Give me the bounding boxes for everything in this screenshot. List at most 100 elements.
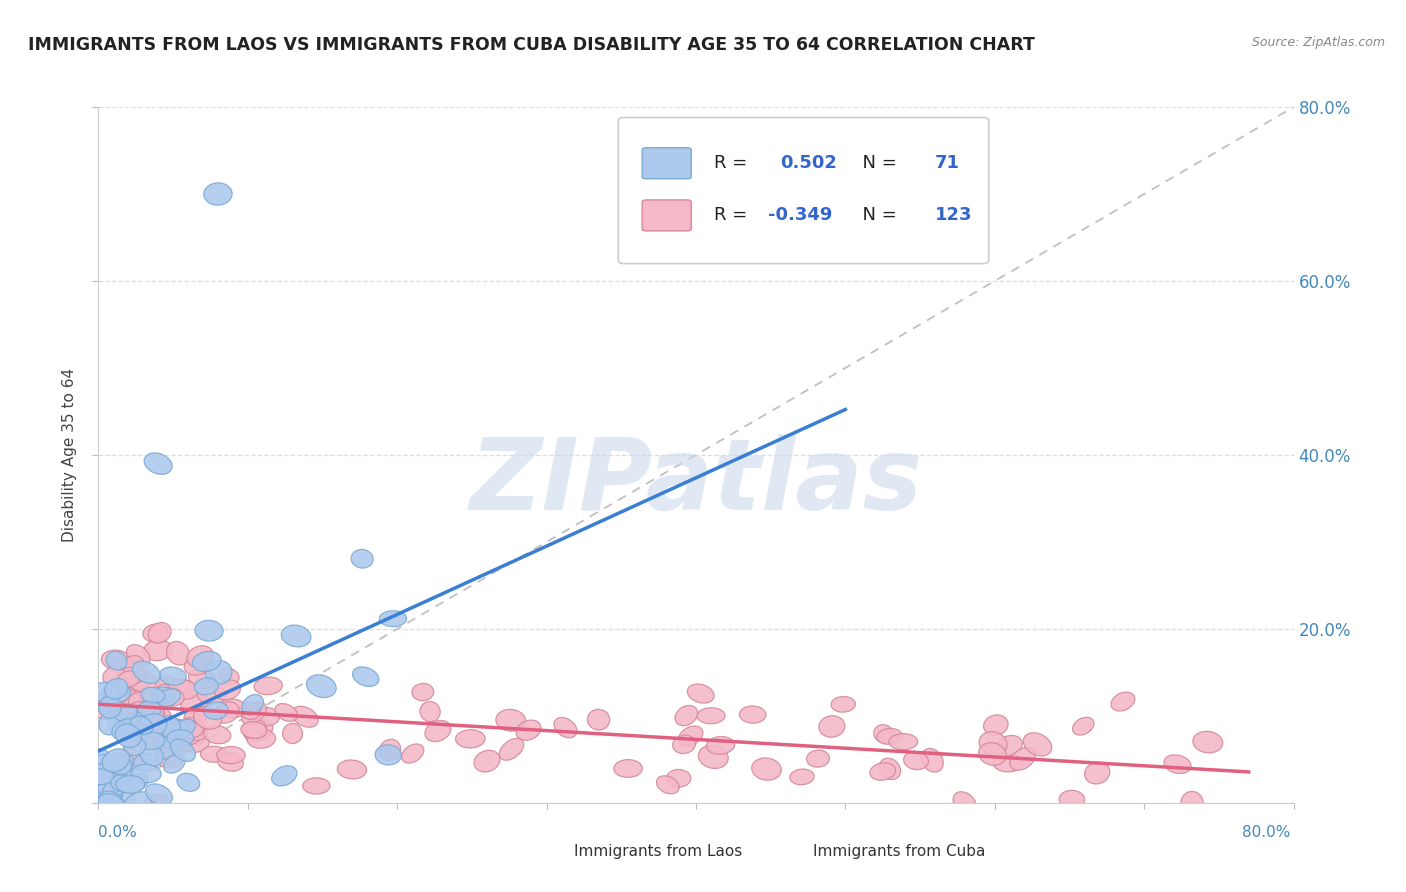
Ellipse shape [195, 620, 224, 641]
Ellipse shape [993, 754, 1024, 772]
Ellipse shape [128, 692, 153, 711]
Text: 0.502: 0.502 [780, 153, 837, 171]
Ellipse shape [204, 183, 232, 205]
Ellipse shape [307, 674, 336, 698]
Ellipse shape [145, 784, 173, 805]
Ellipse shape [790, 769, 814, 785]
Ellipse shape [132, 661, 160, 683]
Text: 71: 71 [935, 153, 960, 171]
Ellipse shape [98, 697, 121, 718]
Ellipse shape [283, 723, 302, 744]
Ellipse shape [166, 730, 193, 745]
Ellipse shape [412, 683, 434, 701]
Ellipse shape [499, 739, 523, 760]
Ellipse shape [1084, 762, 1109, 784]
Ellipse shape [252, 707, 280, 726]
Text: N =: N = [852, 153, 903, 171]
Ellipse shape [995, 736, 1022, 756]
Ellipse shape [240, 702, 260, 720]
Ellipse shape [166, 641, 190, 665]
Ellipse shape [979, 731, 1007, 756]
Ellipse shape [131, 764, 162, 783]
Ellipse shape [104, 684, 128, 704]
Ellipse shape [353, 667, 378, 686]
Ellipse shape [163, 733, 186, 750]
Ellipse shape [984, 714, 1008, 736]
Ellipse shape [516, 720, 541, 740]
Ellipse shape [197, 685, 226, 704]
Ellipse shape [157, 719, 188, 740]
Ellipse shape [921, 748, 943, 772]
Ellipse shape [87, 755, 112, 778]
Ellipse shape [496, 709, 526, 731]
Ellipse shape [127, 645, 150, 666]
Ellipse shape [124, 738, 146, 756]
Ellipse shape [870, 763, 896, 780]
Ellipse shape [127, 773, 148, 791]
Ellipse shape [904, 751, 928, 770]
Ellipse shape [188, 669, 217, 689]
Ellipse shape [474, 750, 501, 772]
Ellipse shape [672, 735, 696, 754]
Ellipse shape [129, 673, 159, 692]
Ellipse shape [979, 743, 1007, 765]
Text: Immigrants from Cuba: Immigrants from Cuba [813, 844, 986, 859]
Ellipse shape [193, 651, 221, 672]
Ellipse shape [1024, 732, 1052, 756]
Text: -0.349: -0.349 [768, 206, 832, 224]
Ellipse shape [121, 718, 146, 738]
Ellipse shape [215, 680, 240, 700]
Ellipse shape [124, 679, 145, 701]
Ellipse shape [107, 651, 127, 670]
Ellipse shape [112, 690, 141, 706]
Ellipse shape [554, 717, 576, 738]
FancyBboxPatch shape [643, 148, 692, 178]
Ellipse shape [138, 701, 162, 717]
Ellipse shape [281, 625, 311, 647]
Ellipse shape [425, 721, 451, 741]
Ellipse shape [697, 707, 725, 723]
Ellipse shape [157, 689, 180, 706]
Ellipse shape [166, 721, 191, 739]
Ellipse shape [1059, 790, 1084, 808]
Ellipse shape [1073, 717, 1094, 735]
Ellipse shape [1111, 692, 1135, 711]
Ellipse shape [160, 715, 180, 739]
Ellipse shape [101, 683, 131, 703]
Ellipse shape [146, 692, 169, 713]
Ellipse shape [143, 640, 172, 661]
Ellipse shape [167, 680, 198, 699]
Ellipse shape [159, 667, 186, 685]
Ellipse shape [111, 775, 131, 792]
Ellipse shape [181, 723, 202, 745]
Ellipse shape [107, 753, 132, 774]
Ellipse shape [218, 753, 243, 772]
Ellipse shape [181, 695, 211, 714]
Ellipse shape [139, 743, 163, 766]
Ellipse shape [245, 720, 273, 741]
Ellipse shape [128, 701, 155, 718]
Ellipse shape [103, 781, 122, 799]
Ellipse shape [93, 701, 121, 720]
Ellipse shape [115, 775, 145, 793]
Ellipse shape [1192, 731, 1223, 753]
Ellipse shape [111, 754, 134, 773]
Ellipse shape [170, 739, 195, 762]
Ellipse shape [254, 677, 283, 695]
Ellipse shape [176, 721, 204, 739]
Ellipse shape [657, 776, 679, 794]
Ellipse shape [91, 682, 120, 701]
Ellipse shape [104, 679, 128, 699]
FancyBboxPatch shape [619, 118, 988, 264]
Ellipse shape [194, 678, 218, 695]
Ellipse shape [201, 747, 228, 763]
Text: R =: R = [714, 153, 752, 171]
Ellipse shape [131, 716, 153, 734]
Ellipse shape [163, 735, 187, 752]
Ellipse shape [242, 695, 263, 714]
Ellipse shape [103, 666, 124, 685]
Ellipse shape [121, 656, 143, 673]
Ellipse shape [204, 725, 231, 744]
Ellipse shape [818, 715, 845, 737]
Text: ZIPatlas: ZIPatlas [470, 434, 922, 532]
